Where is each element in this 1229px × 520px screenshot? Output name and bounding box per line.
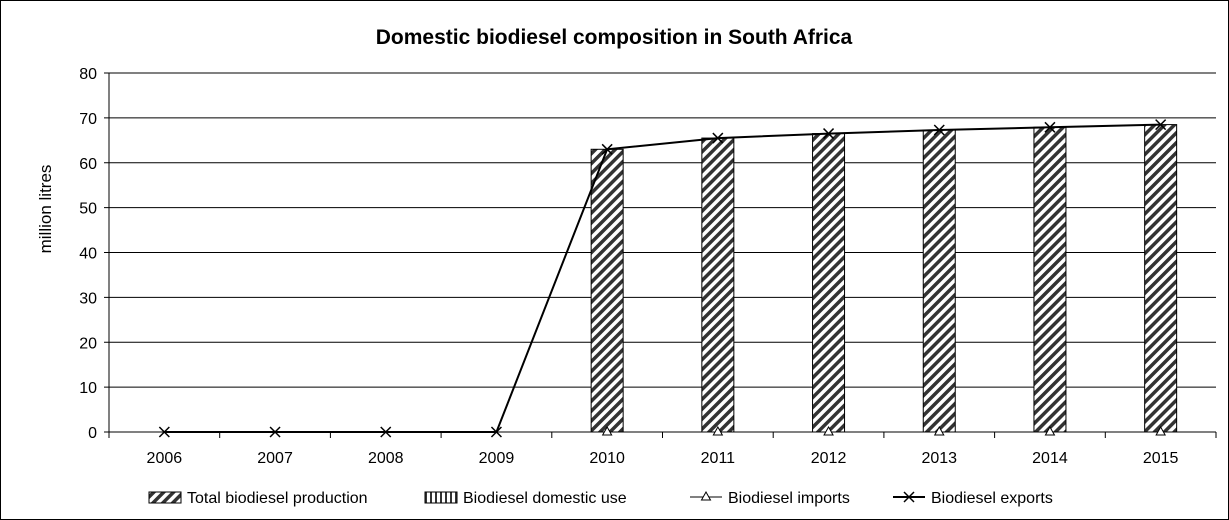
legend-item: Total biodiesel production: [148, 490, 368, 507]
point-biodiesel-exports: [380, 426, 392, 438]
point-biodiesel-exports: [601, 143, 613, 155]
point-biodiesel-imports: [1155, 425, 1167, 436]
bar-total-biodiesel-production: [812, 133, 846, 433]
legend-label: Biodiesel domestic use: [463, 490, 627, 507]
legend-item: Biodiesel domestic use: [424, 490, 627, 507]
legend-swatch-diagonal-hatch: [148, 491, 182, 504]
legend-item: Biodiesel exports: [893, 490, 1053, 507]
legend-label: Total biodiesel production: [187, 490, 368, 507]
point-x-stroke: [158, 426, 170, 438]
point-x-stroke: [1155, 119, 1167, 131]
bar-total-biodiesel-production: [701, 137, 735, 433]
y-tick-label: 0: [88, 425, 97, 442]
point-x-stroke: [823, 128, 835, 140]
x-tick-label: 2008: [368, 450, 404, 467]
x-tick-label: 2015: [1143, 450, 1179, 467]
point-biodiesel-imports: [823, 425, 834, 436]
x-tick-label: 2013: [921, 450, 957, 467]
x-tick-label: 2014: [1032, 450, 1068, 467]
legend-label: Biodiesel exports: [931, 490, 1053, 507]
x-marker-icon: [903, 491, 915, 503]
bar-total-biodiesel-production: [922, 129, 956, 433]
chart-title: Domestic biodiesel composition in South …: [376, 26, 853, 49]
point-x-stroke: [1044, 121, 1056, 133]
y-tick-label: 80: [79, 66, 97, 83]
point-biodiesel-imports: [933, 425, 945, 436]
point-x-stroke: [933, 124, 945, 136]
bars: [590, 124, 1178, 433]
tick-labels: 0 10 20 30 40 50 60 70 80 2006 2007 2008 2009 2010 201…: [79, 66, 1178, 467]
bar-total-biodiesel-production: [590, 148, 624, 433]
y-tick-label: 30: [79, 290, 97, 307]
y-tick-label: 50: [79, 201, 97, 218]
legend-swatch-vertical-hatch: [424, 491, 458, 504]
point-biodiesel-exports: [269, 426, 281, 438]
triangle-marker-icon: [700, 490, 712, 501]
y-axis-label: million litres: [36, 165, 55, 254]
x-tick-label: 2007: [257, 450, 293, 467]
legend: Total biodiesel production Biodiesel dome…: [148, 490, 1053, 507]
x-tick-label: 2010: [589, 450, 625, 467]
point-biodiesel-exports: [823, 128, 835, 140]
point-biodiesel-exports: [712, 132, 724, 144]
point-biodiesel-exports: [490, 426, 502, 438]
gridlines: [109, 72, 1216, 388]
x-tick-label: 2011: [701, 450, 736, 467]
bar-total-biodiesel-production: [1033, 126, 1067, 433]
y-tick-label: 20: [79, 335, 97, 352]
point-x-stroke: [269, 426, 281, 438]
x-tick-label: 2009: [479, 450, 515, 467]
x-tick-label: 2006: [147, 450, 183, 467]
point-biodiesel-exports: [933, 124, 945, 136]
point-x-stroke: [490, 426, 502, 438]
series-lines: [158, 119, 1167, 438]
point-x-stroke: [712, 132, 724, 144]
point-biodiesel-exports: [1155, 119, 1167, 131]
legend-item: Biodiesel imports: [690, 490, 850, 507]
bar-total-biodiesel-production: [1144, 124, 1178, 433]
point-biodiesel-exports: [1044, 121, 1056, 133]
point-x-stroke: [601, 143, 613, 155]
line-biodiesel-exports: [164, 123, 1161, 433]
point-biodiesel-exports: [158, 426, 170, 438]
point-x-stroke: [380, 426, 392, 438]
point-biodiesel-imports: [1044, 425, 1056, 436]
y-tick-label: 70: [79, 111, 97, 128]
x-tick-label: 2012: [811, 450, 847, 467]
y-tick-label: 10: [79, 380, 97, 397]
y-tick-label: 40: [79, 246, 97, 263]
legend-label: Biodiesel imports: [728, 490, 850, 507]
point-biodiesel-imports: [712, 425, 724, 436]
y-tick-label: 60: [79, 156, 97, 173]
point-biodiesel-imports: [601, 425, 613, 436]
